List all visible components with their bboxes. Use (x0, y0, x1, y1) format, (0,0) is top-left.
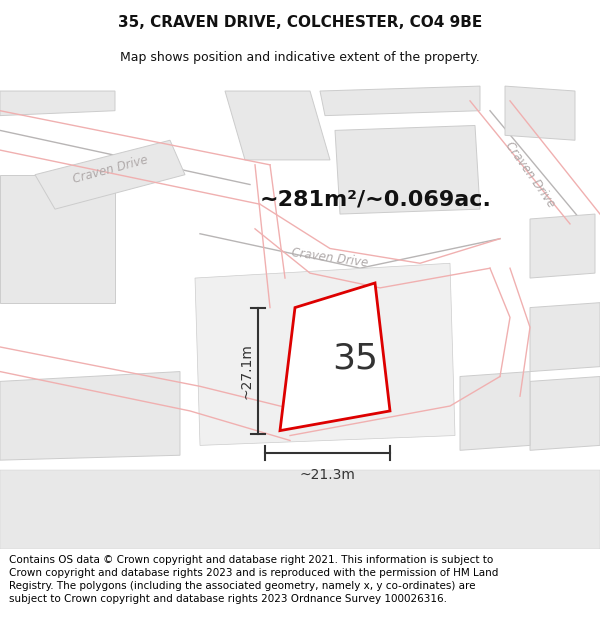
Text: 35, CRAVEN DRIVE, COLCHESTER, CO4 9BE: 35, CRAVEN DRIVE, COLCHESTER, CO4 9BE (118, 16, 482, 31)
Text: Craven Drive: Craven Drive (291, 246, 369, 270)
Polygon shape (530, 214, 595, 278)
Polygon shape (0, 371, 180, 460)
Polygon shape (530, 302, 600, 371)
Polygon shape (335, 126, 480, 214)
Text: 35: 35 (332, 341, 378, 375)
Polygon shape (35, 140, 185, 209)
Polygon shape (530, 376, 600, 450)
Polygon shape (280, 283, 390, 431)
Text: Craven Drive: Craven Drive (71, 154, 149, 186)
Text: Contains OS data © Crown copyright and database right 2021. This information is : Contains OS data © Crown copyright and d… (9, 555, 499, 604)
Polygon shape (0, 174, 115, 302)
Polygon shape (460, 371, 530, 450)
Text: Map shows position and indicative extent of the property.: Map shows position and indicative extent… (120, 51, 480, 64)
Polygon shape (195, 263, 455, 446)
Text: Craven Drive: Craven Drive (503, 139, 557, 210)
Text: ~281m²/~0.069ac.: ~281m²/~0.069ac. (260, 189, 492, 209)
Text: ~21.3m: ~21.3m (299, 468, 355, 482)
Text: ~27.1m: ~27.1m (239, 342, 253, 399)
Polygon shape (320, 86, 480, 116)
Polygon shape (0, 470, 600, 549)
Polygon shape (225, 91, 330, 160)
Polygon shape (0, 91, 115, 116)
Polygon shape (505, 86, 575, 140)
